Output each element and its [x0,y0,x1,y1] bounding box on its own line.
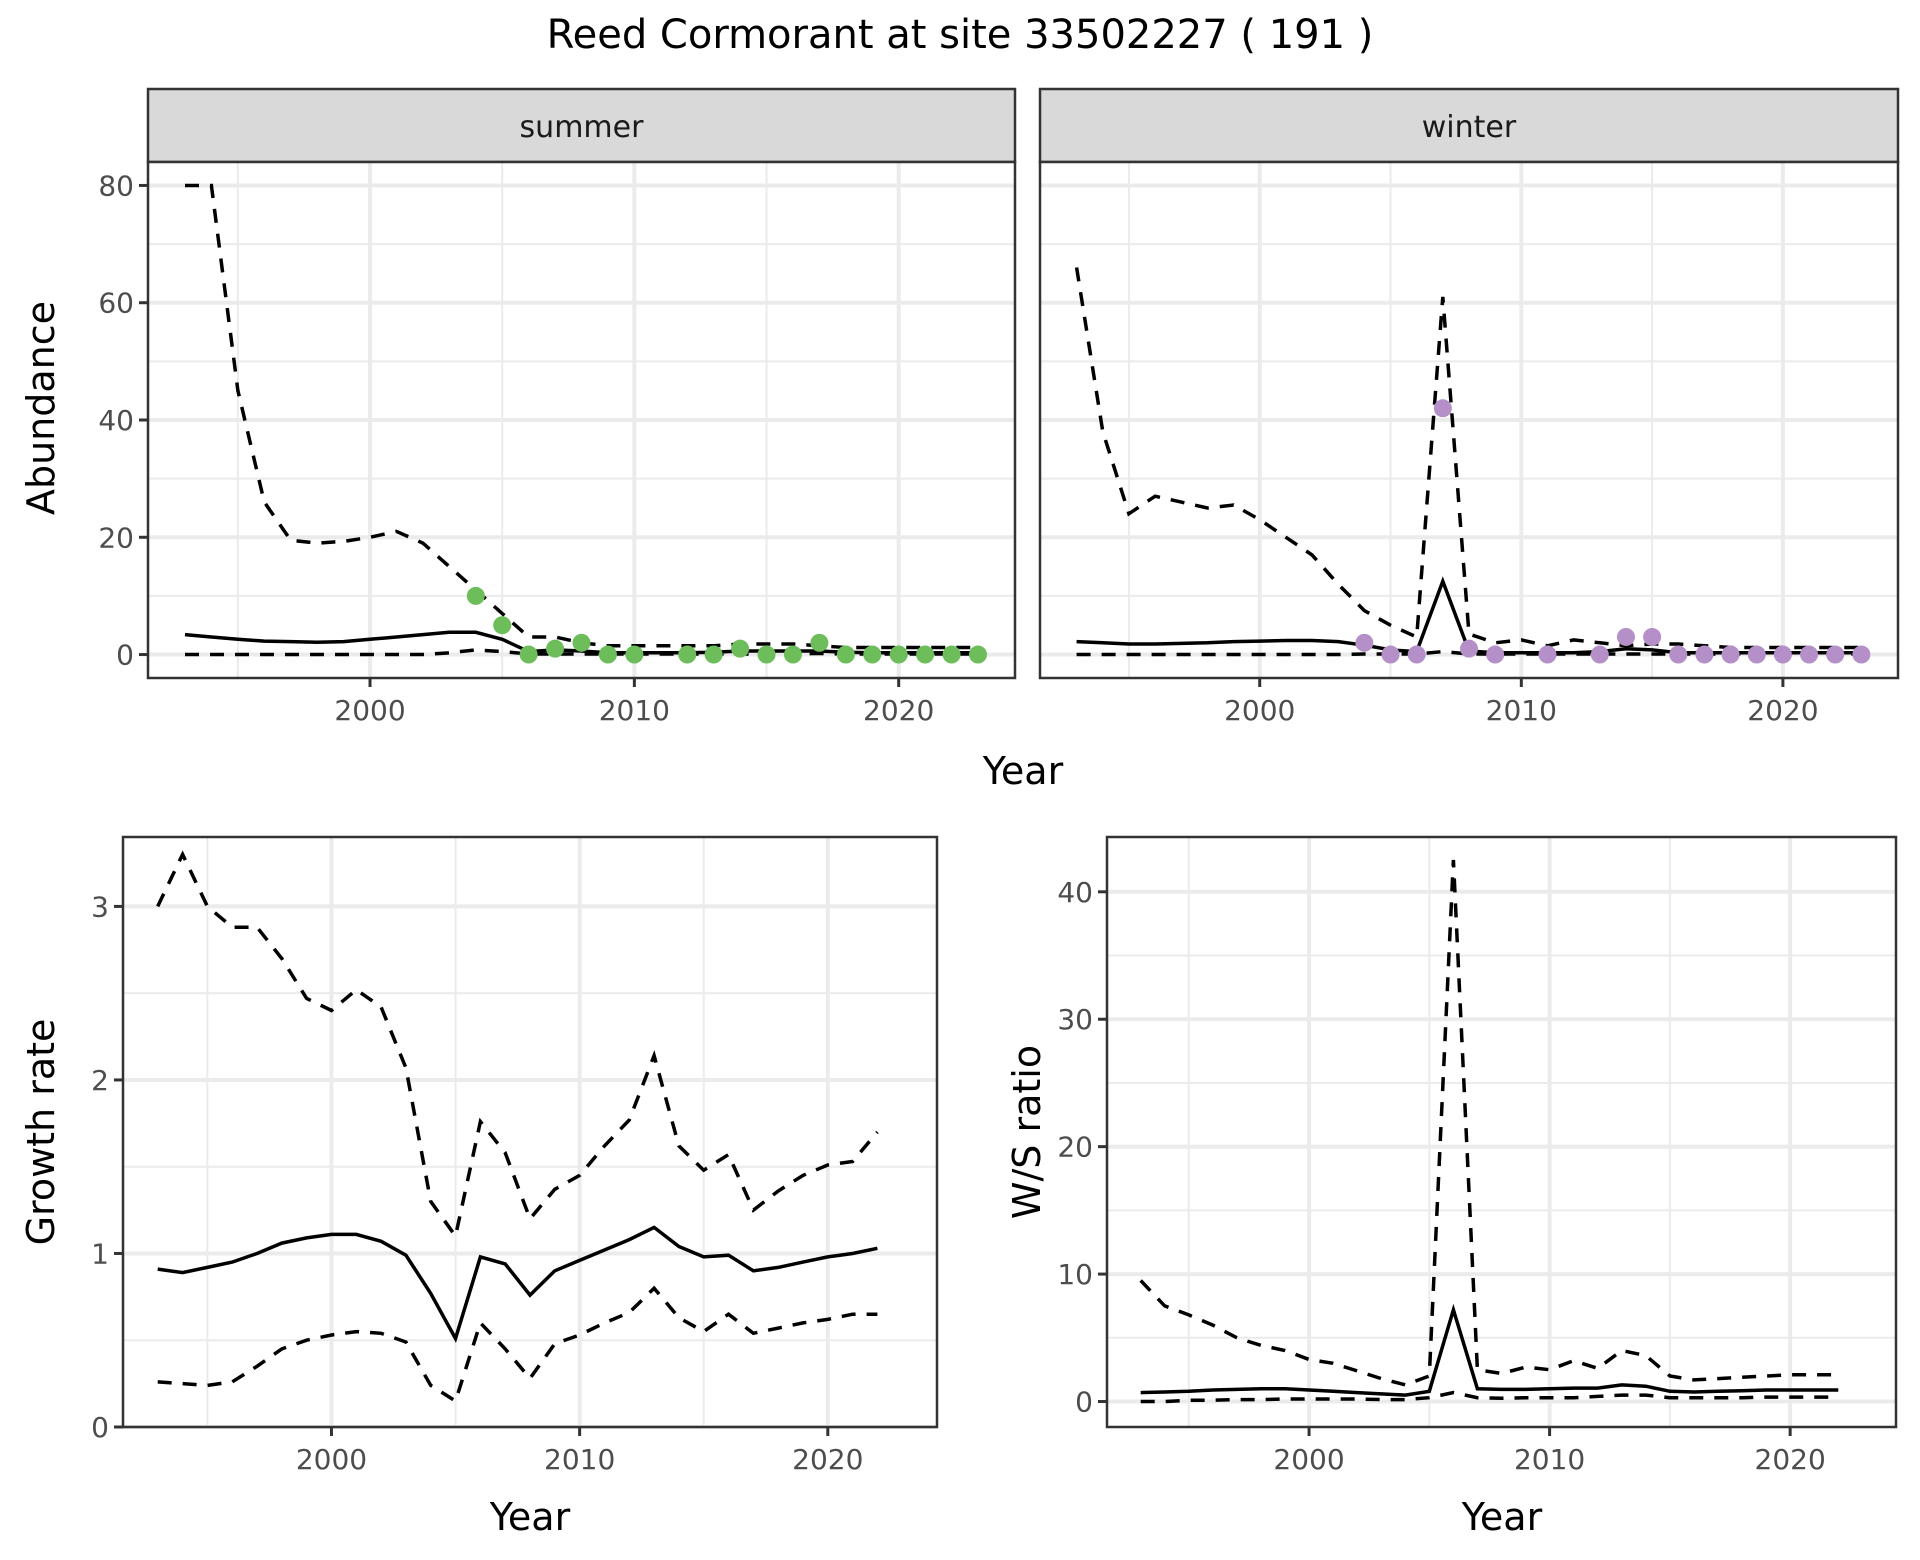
data-point [1747,645,1766,664]
y-tick-label: 80 [98,169,134,202]
panel-border [1038,160,1900,680]
data-point [783,645,802,664]
ratio-y-title: W/S ratio [1005,1045,1049,1219]
panel-background [1107,837,1896,1427]
series-lower-line [157,1285,878,1404]
y-tick-label: 40 [98,404,134,437]
facet-summer: summer 2000 2010 2020 0 20 40 60 80 [98,87,1017,727]
plot-ratio: 2000 2010 2020 0 10 20 30 40 [1057,835,1898,1476]
y-tick-label: 0 [116,639,134,672]
ws-ratio-chart: 2000 2010 2020 0 10 20 30 40 W/S ratio Year [1005,835,1898,1539]
y-tick-label: 20 [1057,1131,1093,1164]
data-point [1721,645,1740,664]
x-tick-label: 2000 [1224,694,1295,727]
x-tick-label: 2020 [792,1443,863,1476]
data-point [546,639,565,658]
data-point [1433,399,1452,418]
x-tick-label: 2000 [334,694,405,727]
data-point [466,586,485,605]
abundance-y-title: Abundance [19,301,63,515]
series-upper-line [1139,859,1839,1387]
y-tick-label: 60 [98,287,134,320]
x-tick-label: 2020 [863,694,934,727]
strip-label-winter: winter [1422,110,1517,145]
series-mean-line [1140,1303,1839,1397]
data-point [1616,627,1635,646]
data-point [519,645,538,664]
data-point [731,639,750,658]
data-point [1486,645,1505,664]
data-point [1407,645,1426,664]
growth-y-title: Growth rate [19,1019,63,1246]
data-point [1773,645,1792,664]
data-point [1669,645,1688,664]
data-point [625,645,644,664]
x-tick-label: 2010 [1514,1443,1585,1476]
data-point [863,645,882,664]
plot-summer: 2000 2010 2020 0 20 40 60 80 [98,160,1017,727]
data-point [1355,633,1374,652]
data-point [889,645,908,664]
y-tick-label: 30 [1057,1003,1093,1036]
y-tick-label: 2 [91,1064,109,1097]
y-tick-label: 0 [91,1411,109,1444]
strip-label-summer: summer [520,110,645,145]
data-point [757,645,776,664]
data-point [572,633,591,652]
y-tick-label: 3 [91,890,109,923]
x-tick-label: 2020 [1755,1443,1826,1476]
abundance-facets: summer 2000 2010 2020 0 20 40 60 80 winter 2000… [19,87,1900,793]
strip-winter [1038,87,1900,164]
facet-winter: winter 2000 2010 2020 [1038,87,1900,727]
plot-winter: 2000 2010 2020 [1038,160,1900,727]
series-upper-line [156,850,879,1241]
data-point [704,645,723,664]
data-point [1852,645,1871,664]
panel-border [1105,835,1898,1429]
data-point [1590,645,1609,664]
x-tick-label: 2020 [1747,694,1818,727]
growth-rate-chart: 2000 2010 2020 0 1 2 3 Growth rate Year [19,835,939,1539]
data-point [1695,645,1714,664]
series-lower-line [1140,1390,1839,1404]
x-tick-label: 2010 [1486,694,1557,727]
data-point [1826,645,1845,664]
y-tick-label: 10 [1057,1258,1093,1291]
data-point [598,645,617,664]
data-point [1800,645,1819,664]
y-tick-label: 20 [98,521,134,554]
strip-summer [146,87,1017,164]
chart-title: Reed Cormorant at site 33502227 ( 191 ) [547,12,1374,58]
data-point [968,645,987,664]
data-point [916,645,935,664]
x-tick-label: 2000 [1273,1443,1344,1476]
panel-background [123,837,937,1427]
data-point [678,645,697,664]
x-tick-label: 2000 [296,1443,367,1476]
y-tick-label: 40 [1057,876,1093,909]
panel-border [121,835,939,1429]
data-point [1538,645,1557,664]
data-point [942,645,961,664]
x-tick-label: 2010 [544,1443,615,1476]
data-point [1381,645,1400,664]
ratio-x-title: Year [1461,1495,1543,1539]
y-tick-label: 0 [1075,1386,1093,1419]
y-tick-label: 1 [91,1237,109,1270]
data-point [1460,639,1478,658]
data-point [810,633,829,652]
data-point [836,645,855,664]
x-tick-label: 2010 [599,694,670,727]
series-mean-line [157,1225,878,1343]
data-point [1643,627,1662,646]
abundance-x-title: Year [982,749,1064,793]
growth-x-title: Year [489,1495,571,1539]
data-point [493,616,512,635]
plot-growth: 2000 2010 2020 0 1 2 3 [91,835,939,1476]
